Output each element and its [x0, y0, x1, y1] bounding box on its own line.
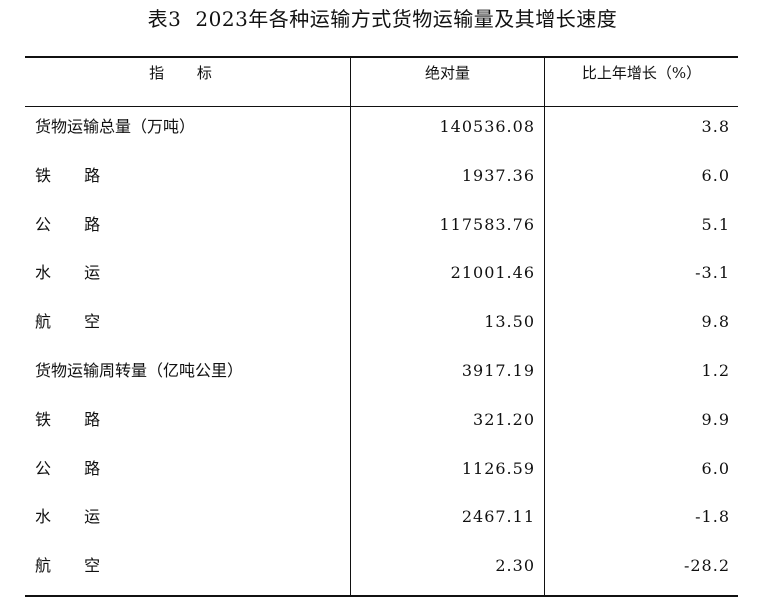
table-row: 航 空 13.50 9.8 — [25, 302, 738, 351]
row-growth: 3.8 — [701, 117, 730, 136]
row-growth: 6.0 — [701, 458, 730, 478]
table-number: 表3 — [147, 7, 182, 31]
table-row: 水 运 21001.46 -3.1 — [25, 253, 738, 302]
header-growth: 比上年增长（%） — [581, 64, 702, 82]
column-divider-2 — [544, 56, 545, 597]
row-growth: -28.2 — [683, 556, 730, 576]
row-label: 公 路 — [35, 214, 115, 234]
table-row: 航 空 2.30 -28.2 — [25, 546, 738, 595]
row-absolute: 13.50 — [484, 312, 535, 332]
header-absolute: 绝对量 — [424, 64, 470, 82]
row-label: 水 运 — [35, 507, 115, 527]
table-body: 货物运输总量（万吨） 140536.08 3.8 铁 路 1937.36 6.0… — [25, 107, 738, 595]
row-label: 货物运输周转量（亿吨公里） — [35, 360, 244, 380]
table-row: 水 运 2467.11 -1.8 — [25, 497, 738, 546]
row-growth: 6.0 — [701, 165, 730, 185]
row-growth: 1.2 — [701, 360, 730, 380]
table-row: 货物运输总量（万吨） 140536.08 3.8 — [25, 107, 738, 156]
row-label: 航 空 — [35, 312, 115, 332]
table-top-rule — [25, 56, 738, 58]
row-label: 航 空 — [35, 556, 115, 576]
row-absolute: 2467.11 — [461, 507, 535, 527]
row-absolute: 140536.08 — [439, 117, 535, 136]
row-absolute: 1126.59 — [461, 458, 535, 478]
row-growth: 9.9 — [701, 409, 730, 429]
header-indicator: 指 标 — [149, 64, 226, 82]
row-label: 水 运 — [35, 263, 115, 283]
row-absolute: 1937.36 — [461, 165, 535, 185]
column-divider-1 — [350, 56, 351, 597]
row-absolute: 3917.19 — [461, 360, 535, 380]
row-growth: -3.1 — [695, 263, 730, 283]
table-row: 公 路 1126.59 6.0 — [25, 449, 738, 498]
row-growth: -1.8 — [695, 507, 730, 527]
row-label: 铁 路 — [35, 165, 115, 185]
row-growth: 9.8 — [701, 312, 730, 332]
table-row: 铁 路 1937.36 6.0 — [25, 156, 738, 205]
table-title: 表3 2023年各种运输方式货物运输量及其增长速度 — [0, 4, 765, 34]
row-absolute: 21001.46 — [450, 263, 535, 283]
row-label: 公 路 — [35, 458, 115, 478]
table-row: 货物运输周转量（亿吨公里） 3917.19 1.2 — [25, 351, 738, 400]
table-header-rule — [25, 106, 738, 107]
table-title-text: 2023年各种运输方式货物运输量及其增长速度 — [195, 7, 618, 31]
row-absolute: 321.20 — [473, 409, 535, 429]
table-row: 铁 路 321.20 9.9 — [25, 400, 738, 449]
table-row: 公 路 117583.76 5.1 — [25, 205, 738, 254]
row-label: 铁 路 — [35, 409, 115, 429]
table-bottom-rule — [25, 595, 738, 597]
row-absolute: 2.30 — [495, 556, 535, 576]
row-growth: 5.1 — [701, 214, 730, 234]
row-absolute: 117583.76 — [439, 214, 535, 234]
row-label: 货物运输总量（万吨） — [35, 117, 196, 136]
